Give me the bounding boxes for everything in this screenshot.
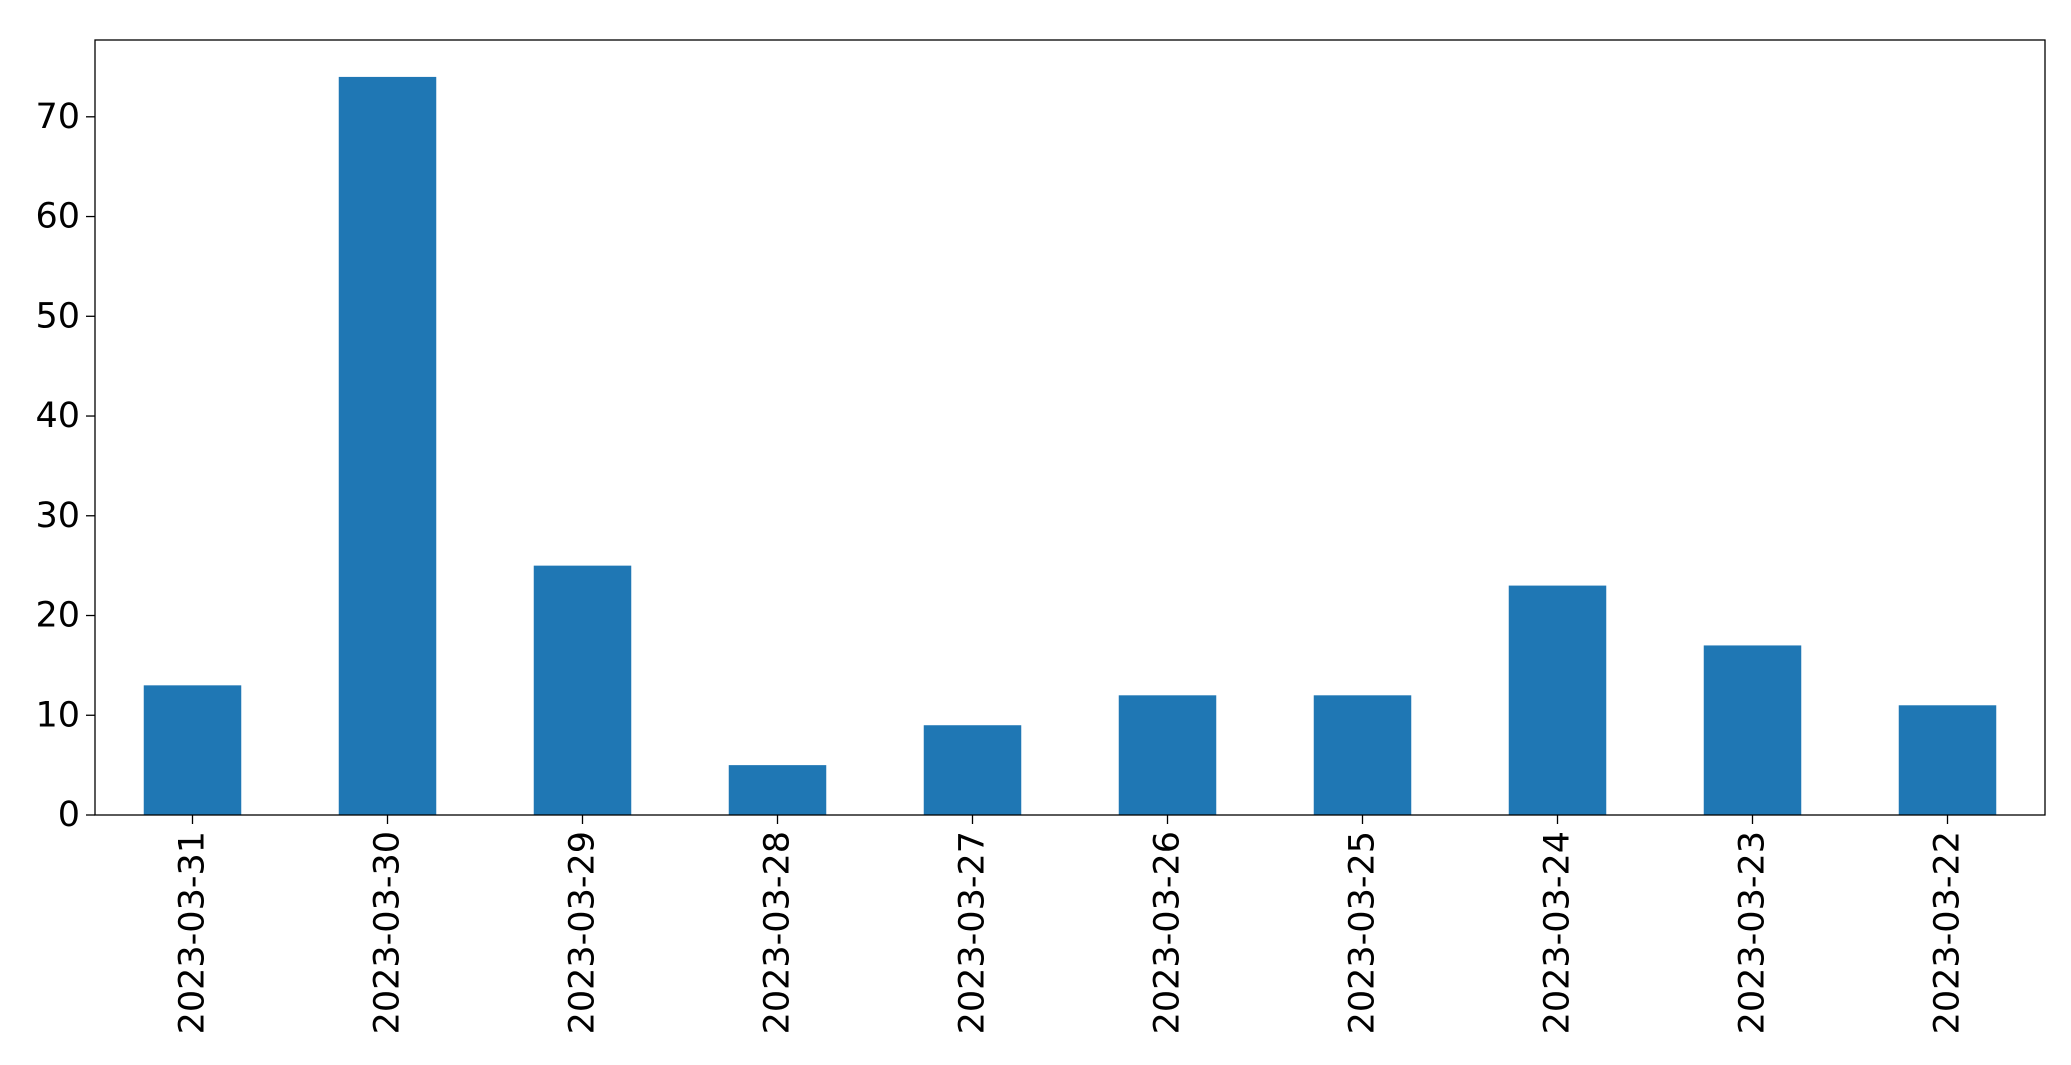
bar-2023-03-22 [1898, 705, 1997, 815]
x-tick-label: 2023-03-22 [1928, 831, 1968, 1034]
x-tick-label: 2023-03-29 [563, 831, 603, 1034]
bar-2023-03-27 [923, 725, 1022, 815]
y-tick-label: 20 [35, 596, 80, 636]
bar-2023-03-25 [1313, 695, 1412, 815]
bar-2023-03-28 [728, 765, 827, 815]
bar-2023-03-30 [338, 76, 437, 815]
y-tick-label: 50 [35, 296, 80, 336]
axes-layer: 2023-03-31 2023-03-30 2023-03-29 2023-03-28… [35, 97, 1967, 1035]
y-tick-label: 40 [35, 396, 80, 436]
x-tick-label: 2023-03-31 [173, 831, 213, 1034]
plot-frame [94, 39, 2046, 816]
y-tick-label: 0 [58, 795, 80, 835]
y-tick-label: 30 [35, 496, 80, 536]
x-tick-label: 2023-03-25 [1343, 831, 1383, 1034]
bar-2023-03-26 [1118, 695, 1217, 815]
y-tick-label: 60 [35, 197, 80, 237]
bars-layer [143, 76, 1997, 815]
x-tick-label: 2023-03-30 [368, 831, 408, 1034]
x-tick-label: 2023-03-26 [1148, 831, 1188, 1034]
x-tick-label: 2023-03-23 [1733, 831, 1773, 1034]
bar-2023-03-29 [533, 565, 632, 815]
bar-2023-03-24 [1508, 585, 1607, 815]
x-tick-label: 2023-03-24 [1538, 831, 1578, 1034]
y-tick-label: 10 [35, 695, 80, 735]
bar-2023-03-23 [1703, 645, 1802, 815]
y-tick-label: 70 [35, 97, 80, 137]
x-tick-label: 2023-03-27 [953, 831, 993, 1034]
bar-2023-03-31 [143, 685, 242, 815]
x-tick-label: 2023-03-28 [758, 831, 798, 1034]
